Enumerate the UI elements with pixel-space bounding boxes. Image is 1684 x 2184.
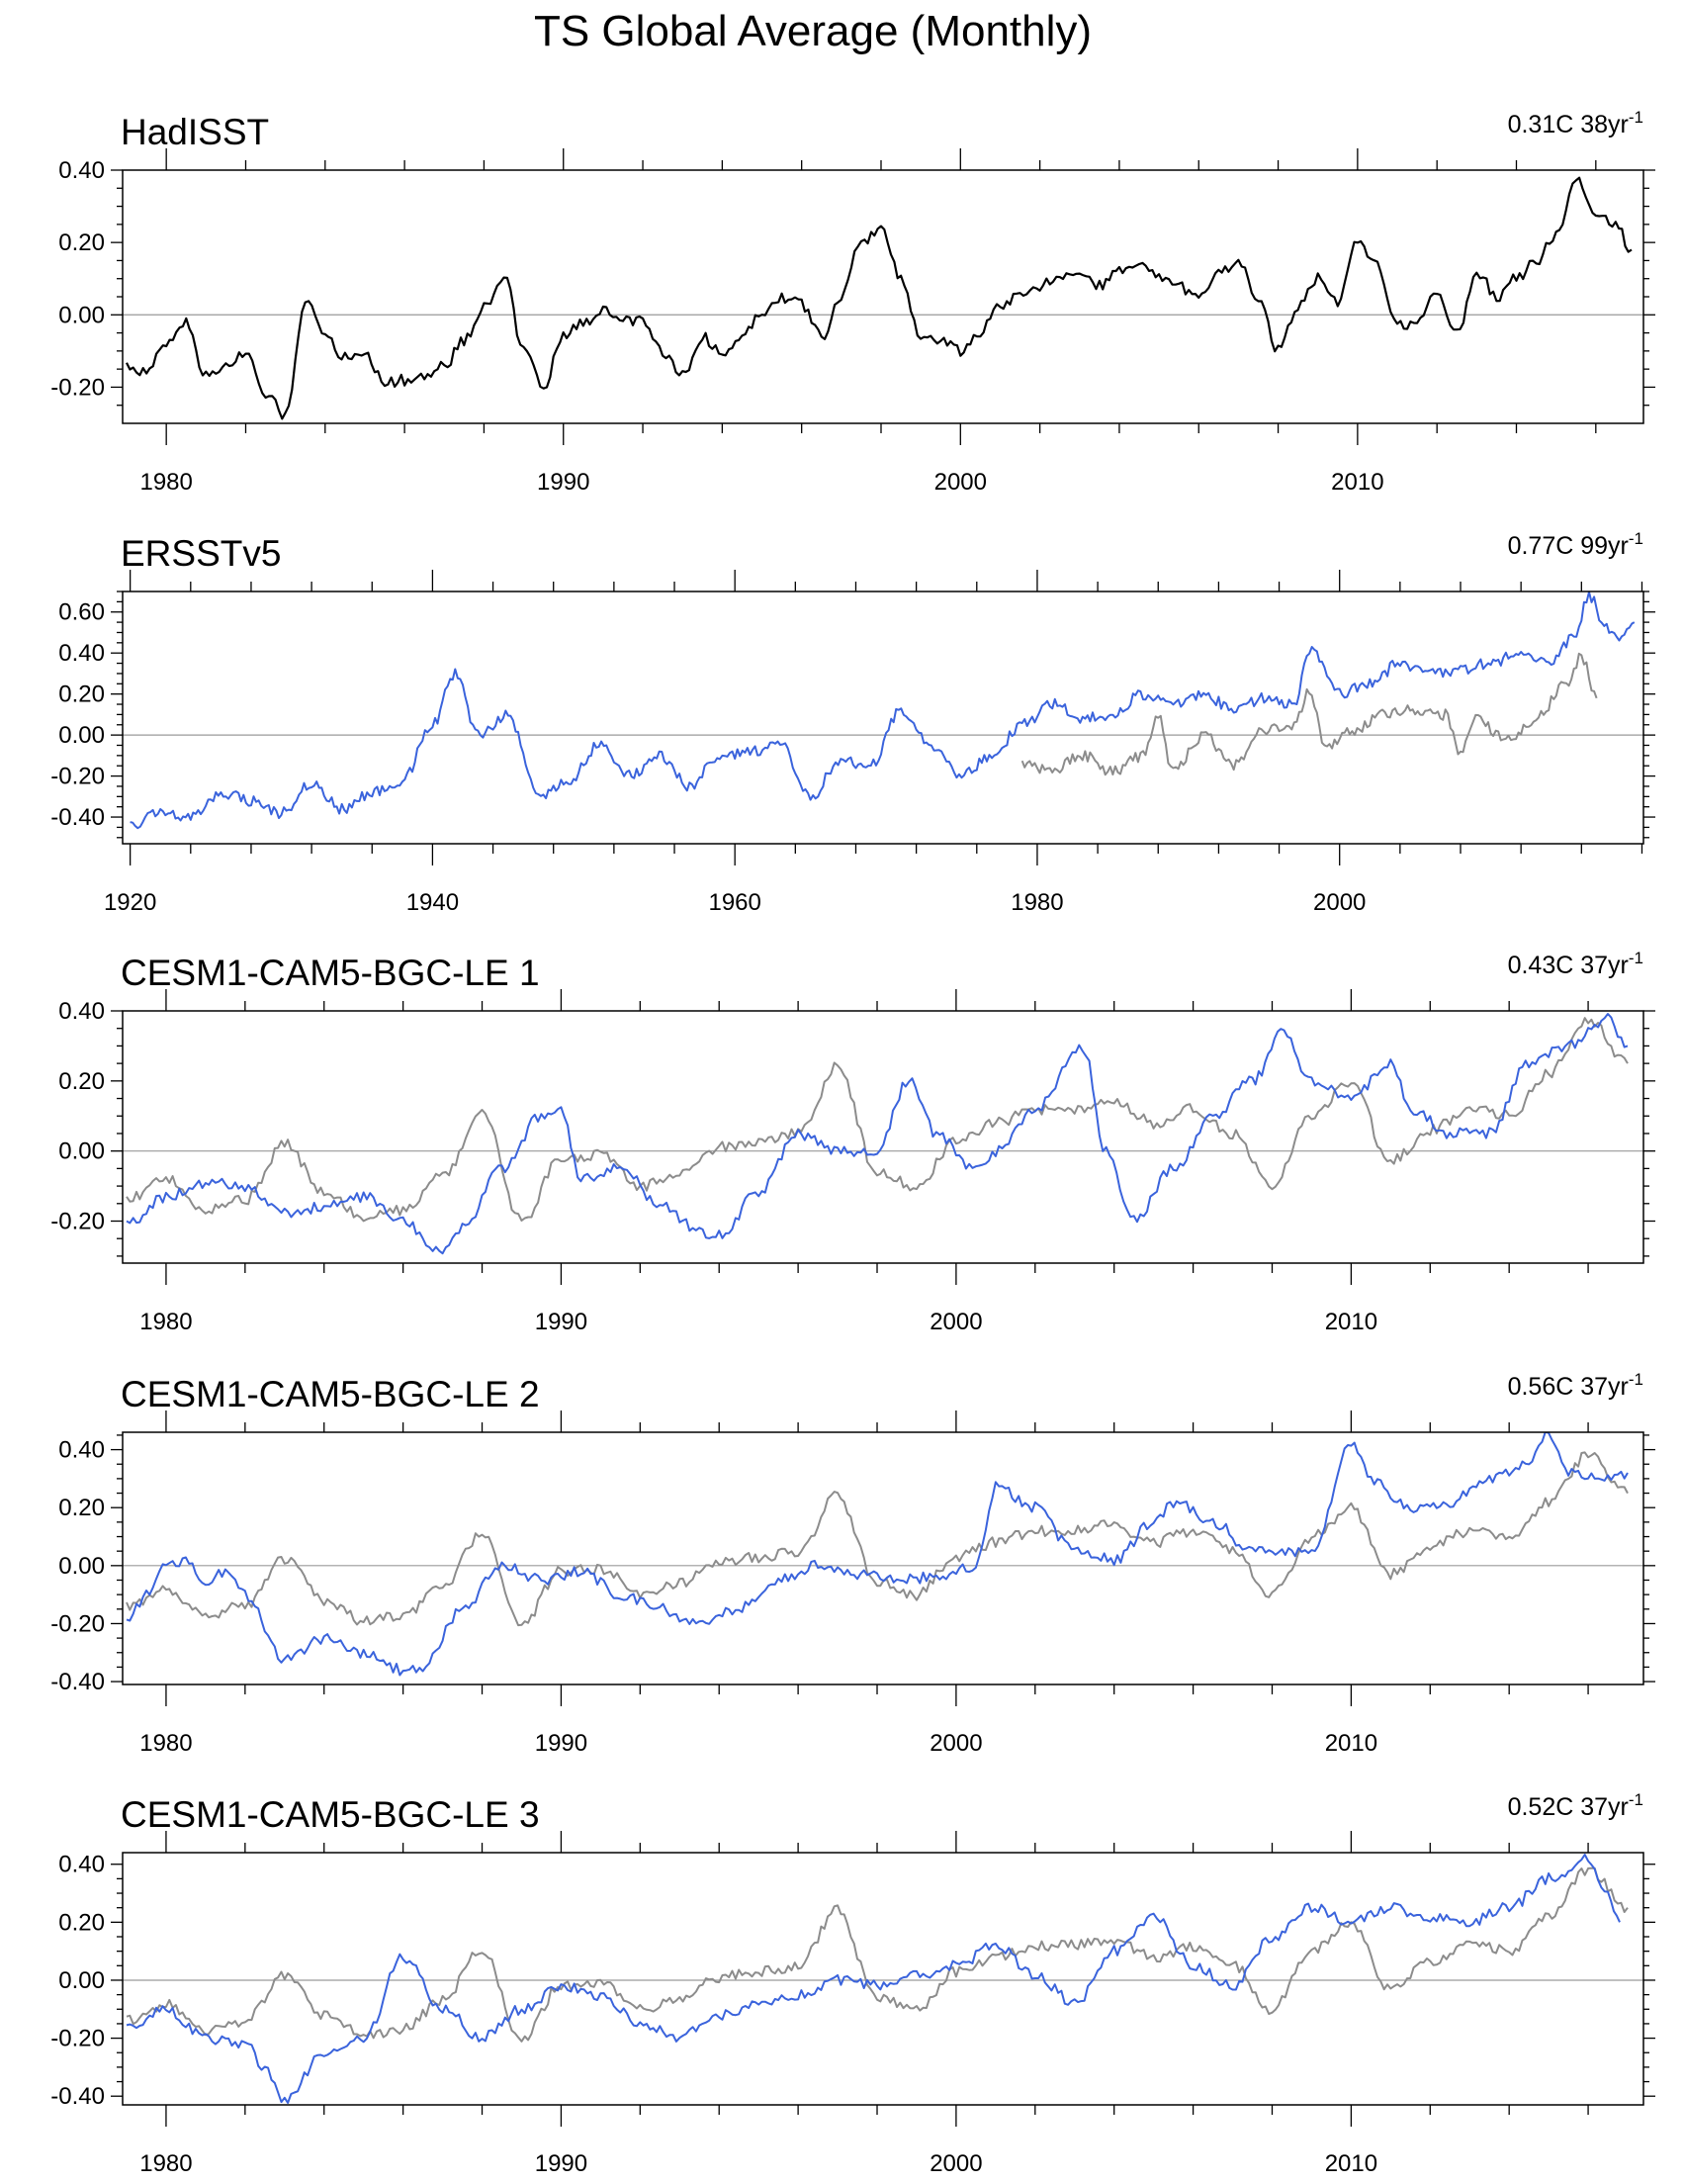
y-tick-label: 0.40 [58, 640, 105, 667]
series-line-hadisst [126, 1866, 1629, 2043]
y-tick-label: 0.40 [58, 157, 105, 184]
x-tick-label: 1980 [139, 1730, 192, 1757]
panel-title: CESM1-CAM5-BGC-LE 1 [121, 953, 540, 993]
series-line-hadisst [1020, 652, 1598, 776]
trend-value: 0.77C 99yr [1508, 532, 1629, 560]
x-tick-label: 1980 [139, 469, 192, 496]
y-tick-label: 0.20 [58, 1495, 105, 1521]
trend-unit-exponent: -1 [1629, 1790, 1643, 1809]
y-tick-label: -0.20 [50, 764, 105, 790]
x-tick-label: 1980 [139, 2150, 192, 2177]
x-tick-label: 2000 [1313, 889, 1366, 916]
trend-value: 0.56C 37yr [1508, 1373, 1629, 1401]
panel-trend-label: 0.43C 37yr-1 [1508, 949, 1643, 979]
y-tick-label: 0.20 [58, 682, 105, 708]
x-tick-label: 1990 [537, 469, 589, 496]
y-tick-label: 0.00 [58, 1967, 105, 1994]
x-tick-label: 2000 [930, 2150, 982, 2177]
panel-1: HadISST 0.31C 38yr-1 -0.20 0.00 0.20 0.40 1980… [50, 108, 1655, 496]
panel-title: CESM1-CAM5-BGC-LE 2 [121, 1374, 540, 1414]
panel-4: CESM1-CAM5-BGC-LE 2 0.56C 37yr-1 -0.40 -0.2… [50, 1370, 1655, 1757]
trend-unit-exponent: -1 [1629, 949, 1643, 967]
y-tick-label: 0.20 [58, 1909, 105, 1936]
y-tick-label: 0.00 [58, 722, 105, 749]
series-line-cesm1-cam5-bgc-le-3 [126, 1854, 1621, 2104]
y-tick-label: 0.40 [58, 1852, 105, 1878]
x-tick-label: 1990 [535, 2150, 587, 2177]
y-tick-label: 0.20 [58, 1068, 105, 1095]
plot-frame [122, 169, 1644, 424]
y-tick-label: 0.40 [58, 1437, 105, 1464]
plot-frame [122, 591, 1644, 845]
y-tick-label: -0.40 [50, 804, 105, 831]
y-tick-label: -0.20 [50, 374, 105, 401]
series-line-cesm1-cam5-bgc-le-2 [126, 1432, 1629, 1677]
series-line-hadisst [126, 1017, 1629, 1223]
plot-frame [122, 1431, 1644, 1685]
y-tick-label: 0.20 [58, 229, 105, 256]
x-tick-label: 1920 [104, 889, 156, 916]
trend-value: 0.43C 37yr [1508, 952, 1629, 979]
x-tick-label: 2010 [1331, 469, 1383, 496]
x-tick-label: 1940 [406, 889, 459, 916]
series-line-ersstv5 [130, 592, 1636, 830]
panels: HadISST 0.31C 38yr-1-0.200.000.200.401980… [50, 108, 1655, 2177]
trend-unit-exponent: -1 [1629, 529, 1643, 548]
y-tick-label: 0.00 [58, 302, 105, 328]
trend-unit-exponent: -1 [1629, 1370, 1643, 1389]
y-tick-label: 0.60 [58, 599, 105, 626]
y-tick-label: -0.20 [50, 2026, 105, 2052]
y-tick-label: -0.40 [50, 2083, 105, 2110]
series-line-hadisst [126, 176, 1633, 420]
trend-value: 0.52C 37yr [1508, 1793, 1629, 1821]
y-tick-label: 0.00 [58, 1138, 105, 1165]
panel-5: CESM1-CAM5-BGC-LE 3 0.52C 37yr-1 -0.40 -0.2… [50, 1790, 1655, 2177]
y-tick-label: 0.00 [58, 1553, 105, 1580]
x-tick-label: 2010 [1325, 2150, 1377, 2177]
x-tick-label: 1990 [535, 1309, 587, 1335]
panel-trend-label: 0.77C 99yr-1 [1508, 529, 1643, 560]
panel-title: HadISST [121, 112, 269, 152]
x-tick-label: 1990 [535, 1730, 587, 1757]
y-tick-label: 0.40 [58, 998, 105, 1025]
panel-trend-label: 0.56C 37yr-1 [1508, 1370, 1643, 1401]
x-tick-label: 1960 [708, 889, 760, 916]
panel-2: ERSSTv5 0.77C 99yr-1 -0.40 -0.20 0.00 0.20 0.4… [50, 529, 1655, 916]
y-tick-label: -0.40 [50, 1669, 105, 1695]
panel-trend-label: 0.31C 38yr-1 [1508, 108, 1643, 138]
panel-3: CESM1-CAM5-BGC-LE 1 0.43C 37yr-1 -0.20 0.00… [50, 949, 1655, 1335]
x-tick-label: 1980 [139, 1309, 192, 1335]
series-line-hadisst [126, 1451, 1629, 1627]
trend-unit-exponent: -1 [1629, 108, 1643, 127]
plot-frame [122, 1852, 1644, 2106]
y-tick-label: -0.20 [50, 1209, 105, 1235]
trend-value: 0.31C 38yr [1508, 111, 1629, 138]
x-tick-label: 2000 [934, 469, 987, 496]
x-tick-label: 2000 [930, 1309, 982, 1335]
plot-frame [122, 1010, 1644, 1264]
panel-trend-label: 0.52C 37yr-1 [1508, 1790, 1643, 1821]
series-line-cesm1-cam5-bgc-le-1 [126, 1013, 1629, 1255]
x-tick-label: 2010 [1325, 1730, 1377, 1757]
x-tick-label: 1980 [1011, 889, 1063, 916]
panel-title: ERSSTv5 [121, 533, 281, 574]
y-tick-label: -0.20 [50, 1610, 105, 1637]
x-tick-label: 2000 [930, 1730, 982, 1757]
figure-title: TS Global Average (Monthly) [534, 7, 1092, 55]
panel-title: CESM1-CAM5-BGC-LE 3 [121, 1794, 540, 1835]
x-tick-label: 2010 [1325, 1309, 1377, 1335]
